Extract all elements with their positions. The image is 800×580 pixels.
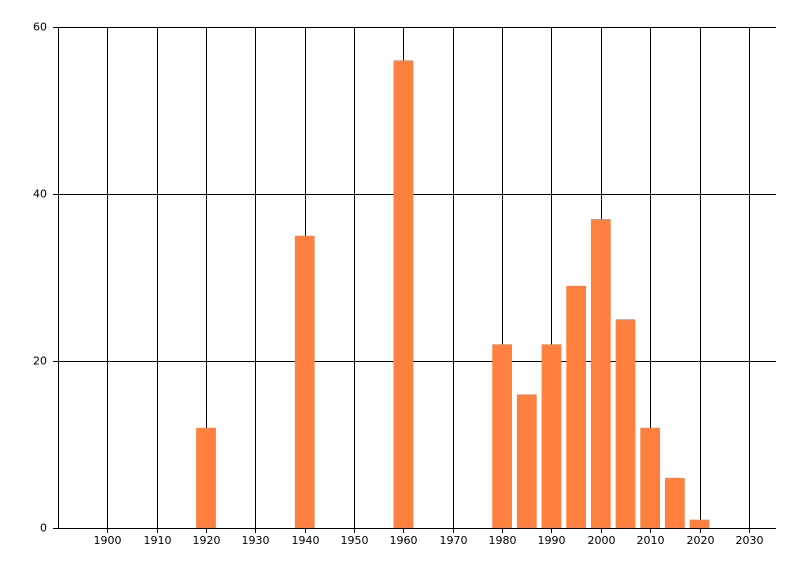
bar xyxy=(664,477,685,528)
bar xyxy=(492,344,512,528)
x-tick-label: 2020 xyxy=(687,534,715,547)
bar xyxy=(615,319,636,528)
x-tick-label: 2000 xyxy=(588,534,616,547)
y-tick-label: 20 xyxy=(33,355,47,368)
x-tick-label: 1900 xyxy=(94,534,122,547)
bar xyxy=(541,344,562,528)
x-tick-label: 1990 xyxy=(538,534,566,547)
x-tick-label: 1920 xyxy=(193,534,221,547)
y-tick-label: 40 xyxy=(33,188,47,201)
bar xyxy=(590,219,611,529)
bar xyxy=(516,394,537,528)
x-tick-label: 1980 xyxy=(489,534,517,547)
x-tick-label: 2030 xyxy=(736,534,764,547)
x-tick-label: 1910 xyxy=(144,534,172,547)
bar xyxy=(689,519,710,528)
x-tick-label: 1940 xyxy=(292,534,320,547)
x-tick-label: 1960 xyxy=(390,534,418,547)
x-tick-label: 1950 xyxy=(341,534,369,547)
bar xyxy=(566,285,587,528)
y-tick-label: 60 xyxy=(33,21,47,34)
x-tick-label: 2010 xyxy=(637,534,665,547)
bar xyxy=(196,427,216,528)
bar xyxy=(393,60,414,529)
bar xyxy=(640,427,661,528)
x-tick-label: 1970 xyxy=(440,534,468,547)
y-tick-label: 0 xyxy=(40,522,47,535)
x-tick-label: 1930 xyxy=(242,534,270,547)
bar xyxy=(294,235,315,528)
